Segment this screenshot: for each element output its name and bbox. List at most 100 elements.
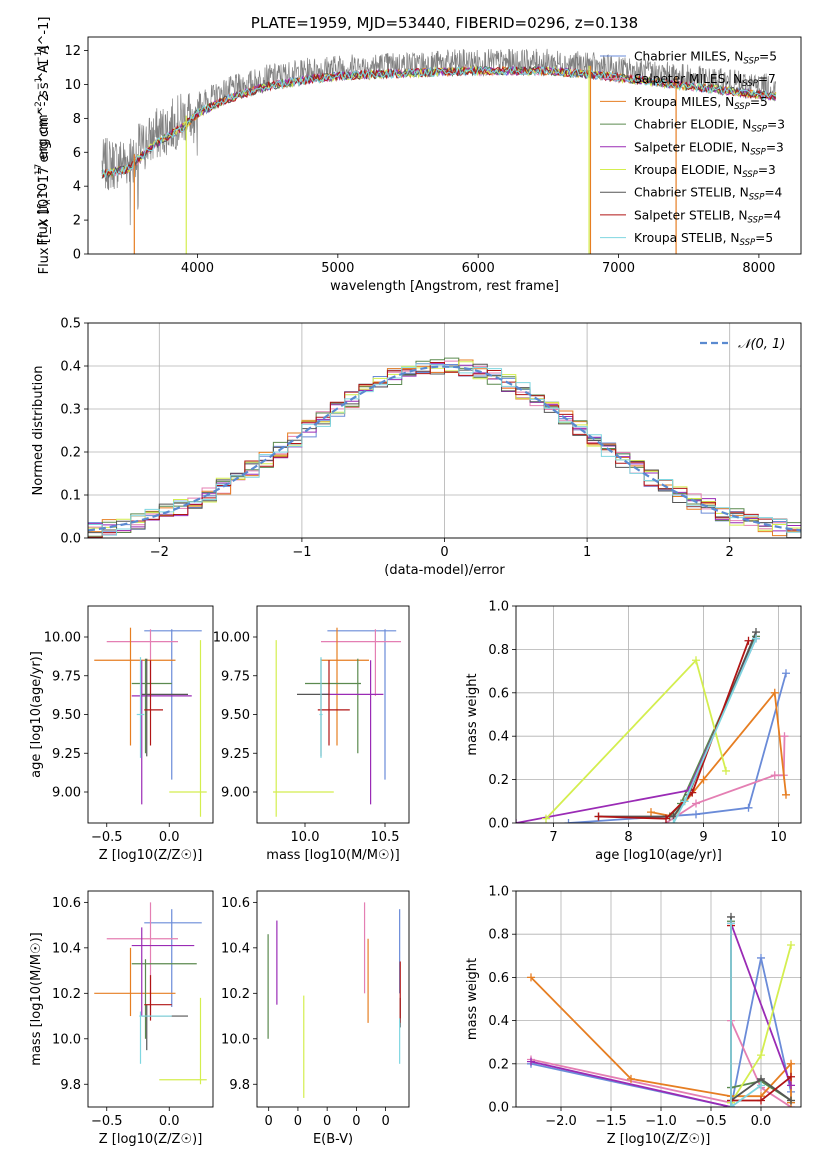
y-tick-label: 9.8 [229, 1078, 250, 1093]
y-tick-label: 10.6 [221, 896, 250, 911]
plot-area [94, 902, 207, 1085]
y-axis-label: mass weight [465, 673, 480, 755]
x-tick-label: 5000 [321, 261, 354, 276]
legend-text: Salpeter ELODIE, N [634, 140, 750, 154]
series-point-marker [527, 973, 535, 982]
gaussian-reference-curve [88, 365, 801, 532]
y-tick-label: 6 [73, 146, 81, 161]
series-point-marker [787, 1081, 795, 1090]
legend-text: Salpeter MILES, N [634, 72, 742, 86]
axes-massweight_vs_age: 7 8 9 10 0.0 0.2 0.4 0.6 0.8 1.0 age [log10(age/yr… [465, 600, 802, 863]
y-tick-label: 0.2 [488, 773, 509, 788]
x-tick-label: −1.0 [645, 1114, 677, 1129]
y-axis-label: mass weight [465, 958, 480, 1040]
y-tick-label: 0.0 [488, 817, 509, 832]
y-tick-label: 10.0 [52, 1032, 81, 1047]
x-tick-label: 0 [381, 1114, 389, 1129]
y-tick-label: 10.2 [221, 987, 250, 1002]
x-tick-label: 0.0 [159, 1114, 180, 1129]
legend-eq: =5 [750, 95, 768, 109]
legend-sub: SSP [751, 125, 767, 135]
y-tick-label: 12 [64, 44, 81, 59]
spectrum-data-line [101, 48, 777, 226]
y-tick-label: 8 [73, 112, 81, 127]
x-tick-label: 9 [699, 830, 707, 845]
y-tick-label: 10.00 [213, 631, 250, 646]
legend-eq: =3 [758, 163, 776, 177]
legend-text: Kroupa ELODIE, N [634, 163, 742, 177]
series-point-marker [692, 810, 700, 819]
x-tick-label: −1 [292, 545, 311, 560]
y-axis-label-part: Flux [f [36, 204, 51, 245]
series-point-marker [780, 732, 789, 741]
x-tick-label: 0 [323, 1114, 331, 1129]
legend-sub: SSP [742, 170, 758, 180]
x-tick-label: 0.0 [751, 1114, 772, 1129]
y-tick-label: 0.6 [488, 686, 509, 701]
series-line [598, 640, 750, 820]
series-point-marker [669, 819, 678, 823]
series-point-marker [727, 919, 735, 928]
y-axis-label-part: −1 [34, 51, 44, 64]
y-tick-label: 9.50 [221, 708, 250, 723]
legend-label: 𝒩(0, 1) [738, 337, 785, 352]
y-tick-label: 0.2 [60, 446, 81, 461]
x-tick-label: 10.0 [291, 830, 320, 845]
legend-label: Salpeter ELODIE, NSSP=3 [634, 140, 784, 157]
y-tick-label: 9.75 [221, 669, 250, 684]
y-axis-label-part: s [36, 90, 51, 101]
series-point-marker [744, 803, 753, 812]
series-point-marker [782, 790, 790, 799]
y-tick-label: 1.0 [488, 885, 509, 900]
legend-sub: SSP [750, 147, 766, 157]
plot-area [267, 902, 401, 1098]
x-tick-label: 10.5 [371, 830, 400, 845]
y-tick-label: 10.0 [221, 1032, 250, 1047]
legend-sub: SSP [734, 102, 750, 112]
y-axis-label-part: 10 [36, 183, 51, 200]
y-tick-label: 1.0 [488, 600, 509, 615]
series-point-marker [770, 688, 779, 697]
legend-sub: SSP [749, 193, 765, 203]
series-point-marker [564, 819, 573, 823]
series-point-marker [782, 669, 790, 678]
legend-label: Kroupa ELODIE, NSSP=3 [634, 163, 776, 180]
x-tick-label: 0.0 [159, 830, 180, 845]
y-axis-label: age [log10(age/yr)] [29, 651, 44, 778]
legend-eq: =5 [755, 231, 773, 245]
x-tick-label: 4000 [181, 261, 214, 276]
y-tick-label: 10.2 [52, 987, 81, 1002]
x-axis-label: mass [log10(M/M☉)] [266, 848, 399, 863]
axes-age_vs_mass: 10.0 10.5 9.00 9.25 9.50 9.75 10.00 mass [log10… [213, 605, 410, 863]
axes-massweight_vs_Z: −2.0 −1.5 −1.0 −0.5 0.0 0.0 0.2 0.4 0.6 0.8 1.0 Z [… [465, 885, 802, 1147]
y-tick-label: 10 [64, 78, 81, 93]
y-axis-label: Flux [f_λ 10^-17 erg cm^-2 s^-1 A^-1] [37, 17, 52, 275]
y-tick-label: 9.00 [52, 786, 81, 801]
plot-area [527, 912, 795, 1107]
y-axis-label: mass [log10(M/M☉)] [29, 932, 44, 1065]
y-tick-label: 0.2 [488, 1057, 509, 1072]
axes-frame [515, 605, 802, 824]
series-point-marker [627, 1074, 635, 1083]
legend-sub: SSP [740, 238, 756, 248]
axes-spectrum: 4000 5000 6000 7000 8000 0 2 4 6 8 10 12 PLATE=1959,… [34, 14, 802, 294]
x-tick-label: 10 [770, 830, 787, 845]
plot-area [516, 628, 790, 823]
x-tick-label: 7000 [602, 261, 635, 276]
y-axis-label: Normed distribution [31, 366, 46, 496]
series-point-marker [527, 1057, 535, 1066]
legend-text: Chabrier ELODIE, N [634, 118, 751, 132]
x-tick-label: 8 [624, 830, 632, 845]
y-tick-label: 10.6 [52, 896, 81, 911]
axes-residuals: −2 −1 0 1 2 0.0 0.1 0.2 0.3 0.4 0.5 (data-model)/er… [31, 317, 802, 578]
series-line [598, 631, 757, 818]
legend-eq: =4 [763, 208, 781, 222]
y-tick-label: 0.4 [488, 730, 509, 745]
y-axis-label-part: λ [43, 199, 53, 205]
series-point-marker [787, 941, 795, 949]
series-point-marker [680, 797, 689, 806]
legend-eq: =4 [764, 186, 782, 200]
spectrum-model-kroupa-stelib [101, 65, 776, 178]
